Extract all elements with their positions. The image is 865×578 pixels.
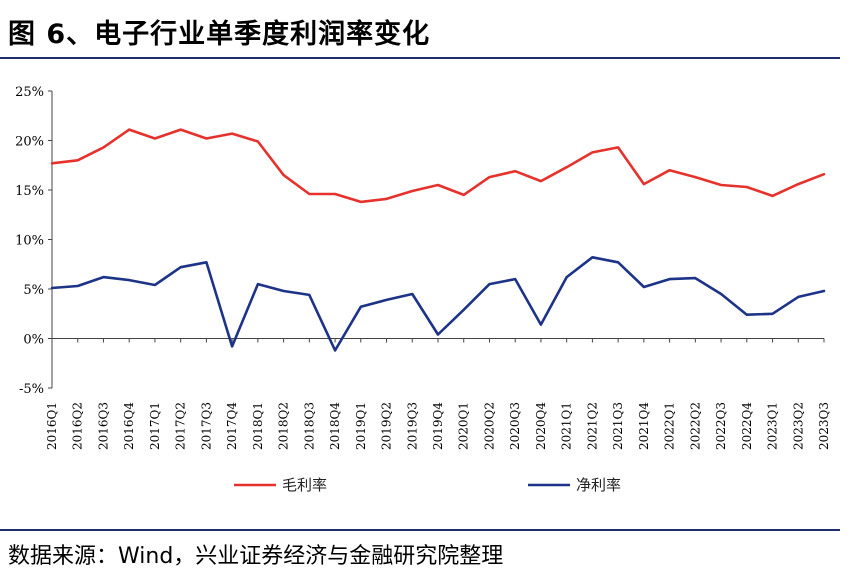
x-tick-label: 2020Q3 [508, 402, 522, 450]
x-tick-label: 2020Q4 [534, 402, 548, 450]
x-tick-label: 2016Q2 [71, 402, 85, 450]
x-tick-label: 2018Q4 [328, 402, 342, 450]
y-tick-label: 20% [15, 135, 44, 150]
x-tick-label: 2023Q3 [817, 402, 831, 450]
x-tick-label: 2022Q2 [688, 402, 702, 450]
x-tick-label: 2022Q1 [663, 402, 677, 450]
x-tick-label: 2017Q2 [174, 402, 188, 450]
x-tick-label: 2018Q3 [302, 402, 316, 450]
series-lines [50, 128, 826, 352]
x-tick-label: 2021Q4 [637, 402, 651, 450]
y-tick-label: 25% [15, 85, 44, 100]
x-tick-label: 2017Q4 [225, 402, 239, 450]
source-note: 数据来源：Wind，兴业证券经济与金融研究院整理 [8, 544, 504, 569]
line-chart: 25%20%15%10%5%0%-5% 2016Q1 2016Q2 2016Q3 20… [15, 85, 831, 494]
legend-label: 净利率 [576, 476, 621, 494]
x-tick-label: 2021Q2 [585, 402, 599, 450]
x-tick-label: 2020Q2 [482, 402, 496, 450]
x-tick-label: 2021Q3 [611, 402, 625, 450]
x-tick-label: 2019Q1 [354, 402, 368, 450]
x-tick-label: 2016Q4 [122, 402, 136, 450]
y-tick-label: 10% [15, 234, 44, 249]
x-tick-label: 2019Q3 [405, 402, 419, 450]
x-tick-label: 2020Q1 [457, 402, 471, 450]
x-tick-label: 2016Q3 [96, 402, 110, 450]
x-tick-label: 2023Q2 [791, 402, 805, 450]
legend-label: 毛利率 [282, 476, 327, 494]
series-line-net-margin [50, 256, 826, 352]
x-tick-label: 2018Q1 [251, 402, 265, 450]
legend: 毛利率 净利率 [234, 476, 621, 494]
source-divider [0, 529, 840, 531]
axes [51, 91, 824, 388]
x-tick-label: 2022Q3 [714, 402, 728, 450]
x-tick-label: 2018Q2 [277, 402, 291, 450]
y-axis-ticks: 25% 20% 15% 10% 5% 0% -5% [15, 85, 52, 397]
series-line-gross-margin [50, 128, 826, 204]
y-tick-label: -5% [19, 382, 44, 397]
title-divider [0, 57, 840, 59]
y-tick-label: 0% [23, 333, 44, 348]
x-tick-label: 2019Q2 [380, 402, 394, 450]
y-tick-label: 15% [15, 184, 44, 199]
x-tick-label: 2019Q4 [431, 402, 445, 450]
chart-title: 图 6、电子行业单季度利润率变化 [8, 19, 431, 50]
x-tick-label: 2023Q1 [766, 402, 780, 450]
x-tick-label: 2021Q1 [560, 402, 574, 450]
x-tick-label: 2017Q3 [199, 402, 213, 450]
x-tick-label: 2016Q1 [45, 402, 59, 450]
x-axis-ticks: 2016Q1 2016Q2 2016Q3 2016Q4 2017Q1 2017Q2 2017… [45, 338, 831, 450]
y-tick-label: 5% [23, 283, 44, 298]
x-tick-label: 2017Q1 [148, 402, 162, 450]
x-tick-label: 2022Q4 [740, 402, 754, 450]
